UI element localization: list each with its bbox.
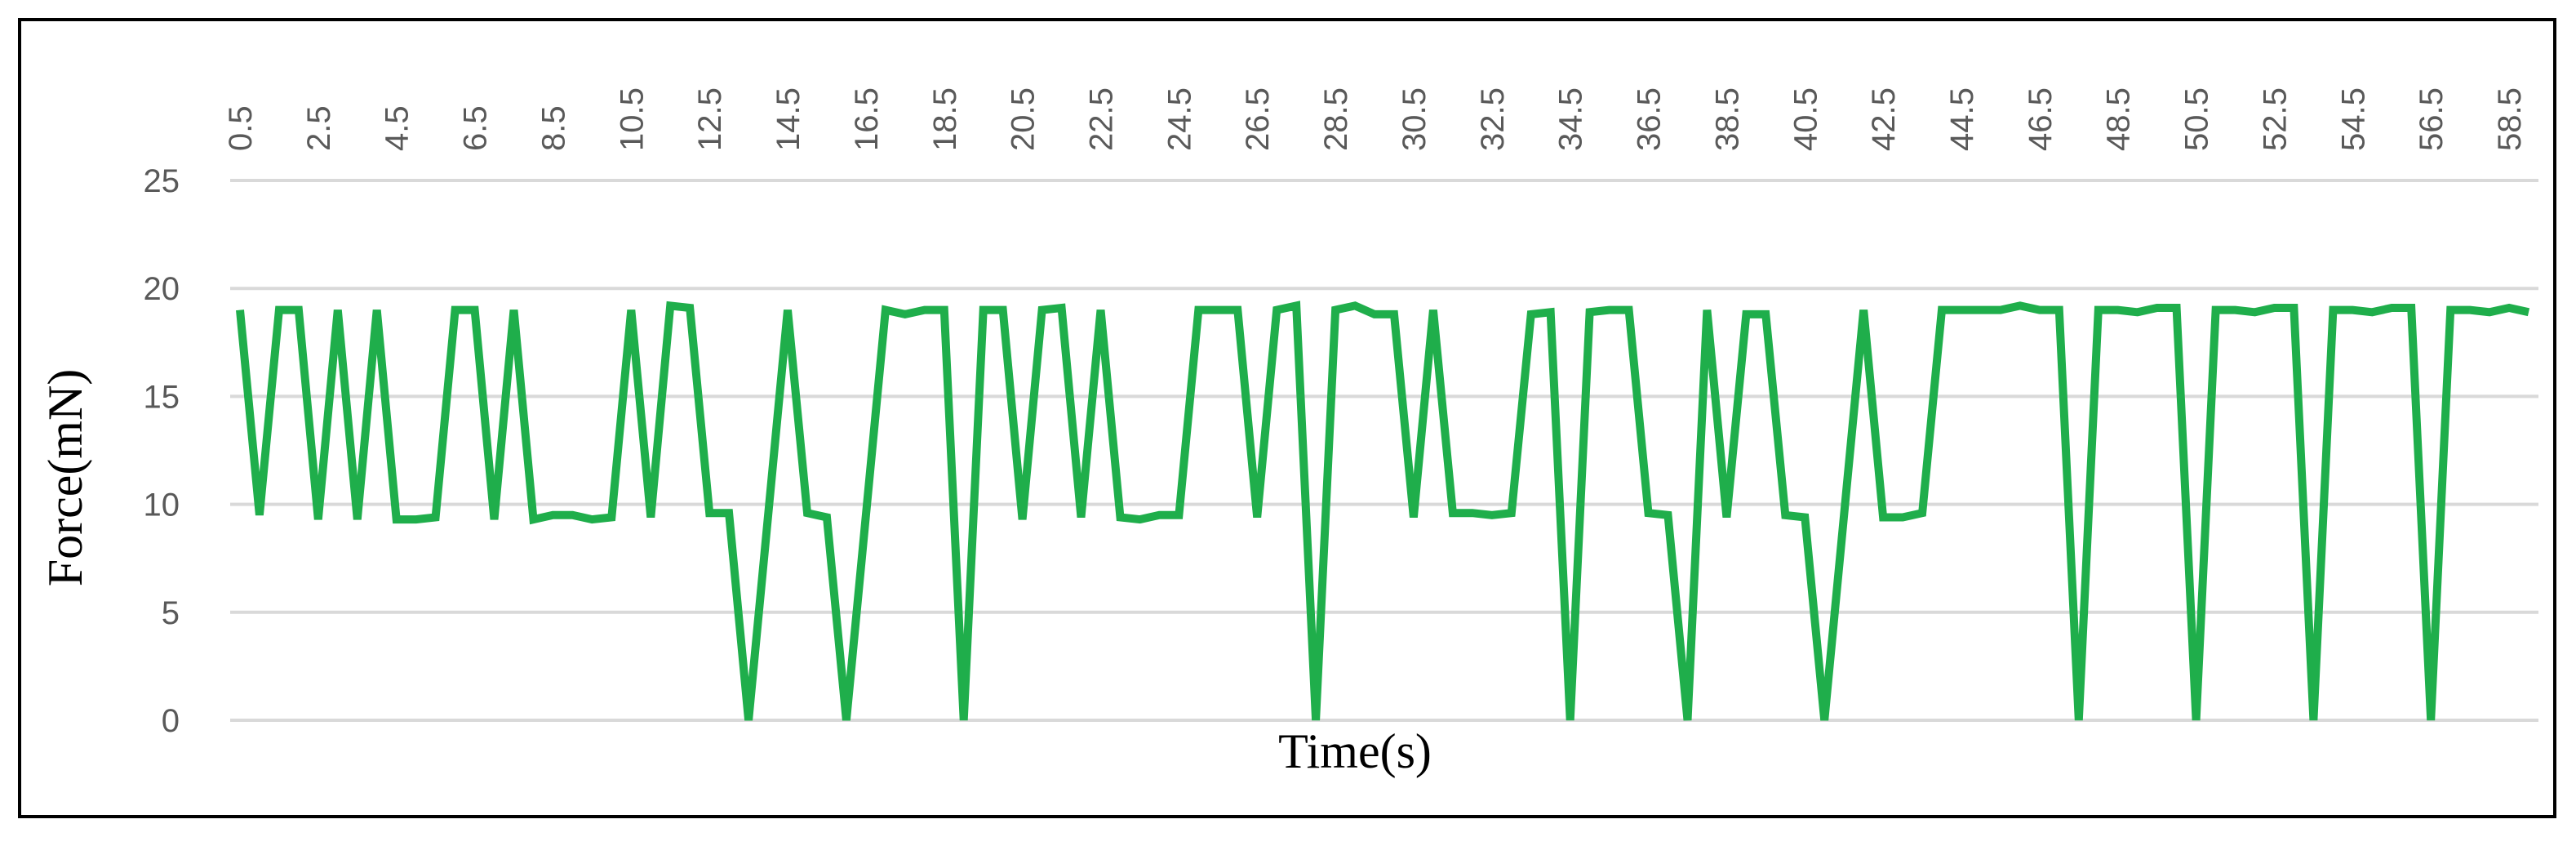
x-tick-label: 32.5 <box>1475 87 1511 151</box>
x-tick-label: 42.5 <box>1866 87 1902 151</box>
x-tick-label: 48.5 <box>2101 87 2137 151</box>
x-tick-label: 46.5 <box>2023 87 2059 151</box>
x-tick-label: 16.5 <box>849 87 885 151</box>
x-tick-label: 0.5 <box>223 105 259 151</box>
x-tick-label: 40.5 <box>1788 87 1823 151</box>
x-tick-label: 44.5 <box>1944 87 1980 151</box>
x-tick-label: 20.5 <box>1006 87 1042 151</box>
x-tick-label: 22.5 <box>1083 87 1119 151</box>
x-tick-label: 18.5 <box>927 87 963 151</box>
x-tick-label: 12.5 <box>692 87 728 151</box>
x-tick-label: 4.5 <box>380 105 415 151</box>
x-tick-label: 2.5 <box>301 105 337 151</box>
x-tick-label: 38.5 <box>1709 87 1745 151</box>
y-tick-label: 10 <box>144 488 180 523</box>
x-axis-title: Time(s) <box>1278 724 1432 778</box>
x-tick-label: 52.5 <box>2257 87 2293 151</box>
x-tick-label: 28.5 <box>1318 87 1354 151</box>
data-line <box>236 301 2530 721</box>
x-tick-label: 50.5 <box>2179 87 2215 151</box>
x-tick-label: 30.5 <box>1397 87 1432 151</box>
x-tick-label: 58.5 <box>2492 87 2528 151</box>
x-tick-label: 36.5 <box>1632 87 1668 151</box>
x-tick-label: 10.5 <box>614 87 650 151</box>
y-tick-label: 15 <box>144 379 180 415</box>
y-axis-title: Force(mN) <box>38 369 92 587</box>
x-tick-label: 26.5 <box>1240 87 1276 151</box>
y-tick-label: 5 <box>162 595 180 631</box>
y-tick-label: 20 <box>144 271 180 307</box>
x-tick-label: 14.5 <box>771 87 806 151</box>
x-tick-label: 6.5 <box>458 105 494 151</box>
y-tick-label: 0 <box>162 703 180 739</box>
x-tick-label: 34.5 <box>1553 87 1589 151</box>
x-tick-label: 56.5 <box>2414 87 2449 151</box>
y-tick-label: 25 <box>144 163 180 199</box>
x-tick-label: 54.5 <box>2335 87 2371 151</box>
x-tick-label: 8.5 <box>535 105 571 151</box>
x-tick-label: 24.5 <box>1161 87 1197 151</box>
